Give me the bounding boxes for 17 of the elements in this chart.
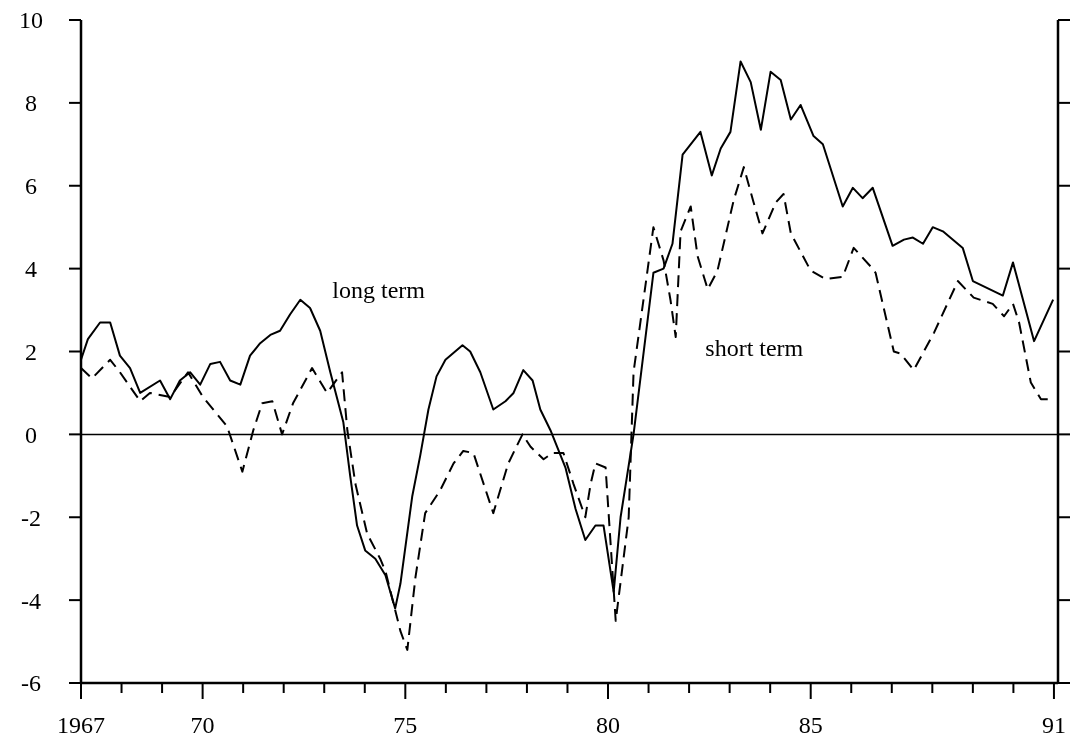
x-tick-label: 80 — [596, 712, 621, 738]
x-tick-label: 70 — [190, 712, 215, 738]
y-tick-label: 0 — [25, 421, 37, 448]
x-tick-label: 85 — [798, 712, 823, 738]
x-tick-label: 1967 — [57, 712, 105, 738]
x-tick-label: 75 — [393, 712, 418, 738]
series-label: short term — [705, 334, 804, 361]
y-tick-label: -2 — [21, 504, 41, 531]
y-tick-label: 4 — [25, 256, 37, 283]
y-tick-label: 10 — [19, 7, 43, 34]
series-label: long term — [332, 276, 426, 303]
y-tick-label: 8 — [25, 90, 37, 117]
y-tick-label: 6 — [25, 173, 37, 200]
y-tick-label: -4 — [21, 587, 41, 614]
y-tick-label: -6 — [21, 670, 41, 697]
x-tick-label: 91 — [1041, 712, 1066, 738]
y-tick-label: 2 — [25, 338, 37, 365]
